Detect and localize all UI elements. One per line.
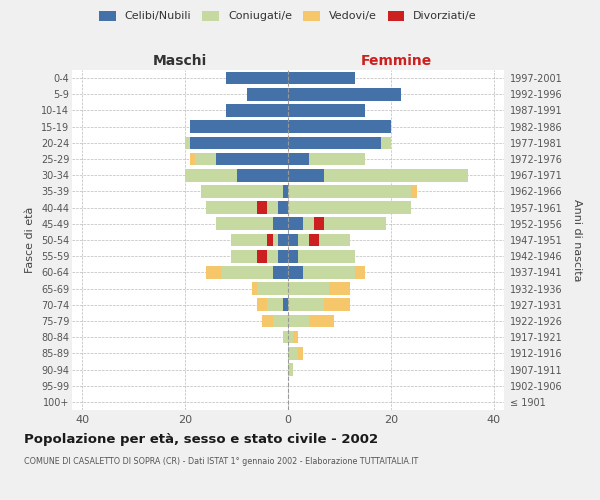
Text: COMUNE DI CASALETTO DI SOPRA (CR) - Dati ISTAT 1° gennaio 2002 - Elaborazione TU: COMUNE DI CASALETTO DI SOPRA (CR) - Dati…	[24, 458, 418, 466]
Bar	[272, 314, 288, 328]
Bar	[268, 234, 272, 246]
Bar	[262, 314, 272, 328]
Bar	[232, 234, 278, 246]
Y-axis label: Fasce di età: Fasce di età	[25, 207, 35, 273]
Text: Femmine: Femmine	[361, 54, 431, 68]
Bar	[268, 298, 283, 311]
Bar	[298, 347, 304, 360]
Bar	[288, 250, 298, 262]
Bar	[226, 104, 288, 117]
Bar	[283, 331, 288, 344]
Bar	[216, 218, 272, 230]
Bar	[324, 298, 350, 311]
Bar	[293, 331, 298, 344]
Bar	[185, 169, 236, 181]
Bar	[308, 314, 334, 328]
Bar	[298, 250, 355, 262]
Bar	[278, 250, 288, 262]
Bar	[412, 185, 416, 198]
Bar	[288, 234, 298, 246]
Bar	[304, 218, 386, 230]
Bar	[288, 202, 412, 214]
Bar	[308, 152, 365, 166]
Y-axis label: Anni di nascita: Anni di nascita	[572, 198, 582, 281]
Bar	[272, 266, 288, 278]
Bar	[324, 169, 468, 181]
Bar	[288, 282, 329, 295]
Bar	[298, 234, 350, 246]
Bar	[190, 136, 288, 149]
Bar	[221, 266, 272, 278]
Bar	[380, 136, 391, 149]
Bar	[232, 250, 278, 262]
Bar	[283, 185, 288, 198]
Bar	[314, 218, 324, 230]
Bar	[288, 72, 355, 85]
Text: Popolazione per età, sesso e stato civile - 2002: Popolazione per età, sesso e stato civil…	[24, 432, 378, 446]
Bar	[257, 250, 268, 262]
Bar	[288, 266, 304, 278]
Bar	[329, 282, 350, 295]
Bar	[278, 234, 288, 246]
Text: Maschi: Maschi	[153, 54, 207, 68]
Bar	[288, 363, 293, 376]
Bar	[288, 314, 308, 328]
Bar	[288, 88, 401, 101]
Bar	[288, 347, 298, 360]
Bar	[304, 266, 355, 278]
Bar	[190, 152, 196, 166]
Bar	[200, 185, 283, 198]
Bar	[288, 169, 324, 181]
Bar	[190, 120, 288, 133]
Bar	[257, 298, 268, 311]
Bar	[226, 72, 288, 85]
Bar	[308, 234, 319, 246]
Bar	[206, 266, 221, 278]
Bar	[196, 152, 216, 166]
Bar	[283, 298, 288, 311]
Bar	[278, 202, 288, 214]
Bar	[272, 218, 288, 230]
Bar	[288, 298, 324, 311]
Bar	[206, 202, 278, 214]
Bar	[257, 202, 268, 214]
Bar	[288, 331, 293, 344]
Bar	[236, 169, 288, 181]
Bar	[355, 266, 365, 278]
Bar	[247, 88, 288, 101]
Bar	[288, 136, 380, 149]
Bar	[216, 152, 288, 166]
Bar	[288, 104, 365, 117]
Bar	[288, 185, 412, 198]
Bar	[288, 218, 304, 230]
Bar	[288, 120, 391, 133]
Bar	[185, 136, 190, 149]
Legend: Celibi/Nubili, Coniugati/e, Vedovi/e, Divorziati/e: Celibi/Nubili, Coniugati/e, Vedovi/e, Di…	[99, 10, 477, 22]
Bar	[288, 152, 308, 166]
Bar	[252, 282, 257, 295]
Bar	[257, 282, 288, 295]
